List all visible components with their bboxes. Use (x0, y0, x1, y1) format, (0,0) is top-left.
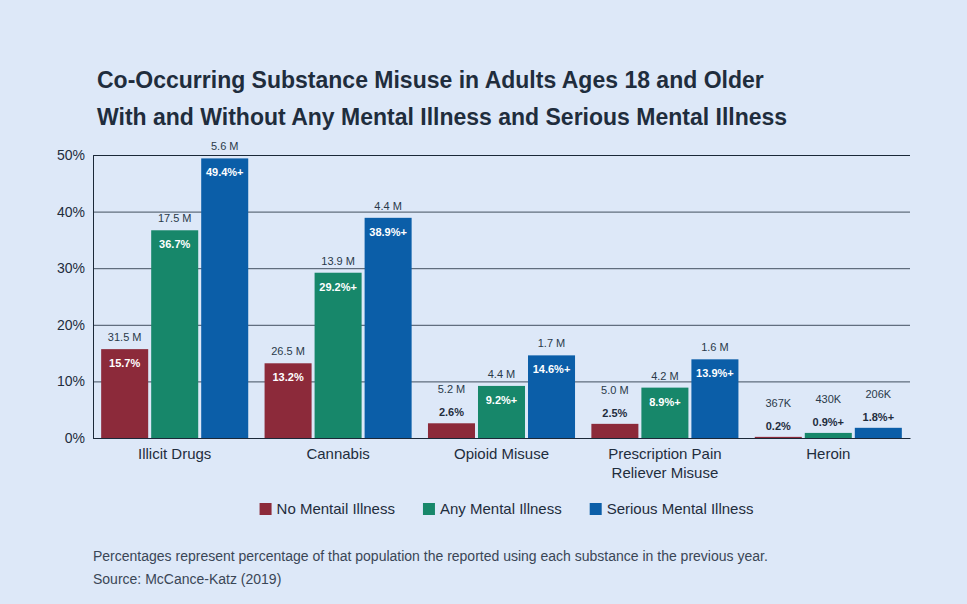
background (0, 0, 967, 604)
grid-line (93, 155, 910, 156)
y-axis-line (94, 156, 911, 439)
value-label: 14.6%+ (533, 363, 571, 375)
count-label: 1.7 M (538, 337, 566, 349)
y-tick-label: 20% (57, 317, 85, 333)
value-label: 1.8%+ (863, 411, 895, 423)
x-tick: Illicit Drugs (138, 438, 211, 462)
value-label: 38.9%+ (369, 226, 407, 238)
y-tick-label: 10% (57, 373, 85, 389)
y-tick-label: 40% (57, 204, 85, 220)
data-labels: 15.7% 31.5 M 13.2% 26.5 M 2.6% 5.2 M 2.5% 5.0 M… (108, 140, 894, 431)
value-label: 8.9%+ (649, 396, 681, 408)
count-label: 206K (865, 388, 891, 400)
value-label: 29.2%+ (319, 281, 357, 293)
bar (265, 363, 312, 438)
bar (428, 423, 475, 438)
value-label: 9.2%+ (486, 394, 518, 406)
legend-label: Any Mental Illness (440, 500, 562, 517)
bar (691, 359, 738, 438)
count-label: 4.4 M (488, 368, 516, 380)
count-label: 430K (815, 393, 841, 405)
legend-label: No Mentail Illness (277, 500, 395, 517)
value-label: 13.2% (272, 371, 303, 383)
x-tick-label: Heroin (806, 445, 850, 462)
count-label: 13.9 M (321, 255, 355, 267)
count-label: 31.5 M (108, 331, 142, 343)
bar (201, 158, 248, 438)
bar (755, 437, 802, 438)
x-tick: Opioid Misuse (454, 438, 549, 462)
x-tick-label: Illicit Drugs (138, 445, 211, 462)
source: Source: McCance-Katz (2019) (93, 571, 281, 587)
bar (315, 273, 362, 438)
title: With and Without Any Mental Illness and … (97, 104, 787, 130)
legend-item: Any Mental Illness (423, 500, 562, 517)
value-label: 36.7% (159, 238, 190, 250)
bars (101, 158, 902, 438)
count-label: 26.5 M (271, 345, 305, 357)
legend-swatch (423, 503, 435, 515)
bar (805, 433, 852, 438)
count-label: 5.6 M (211, 140, 239, 152)
x-tick: Heroin (806, 438, 850, 462)
count-label: 1.6 M (701, 341, 729, 353)
bar (641, 388, 688, 438)
x-axis-line (94, 438, 911, 439)
bar (365, 218, 412, 438)
count-label: 367K (765, 397, 791, 409)
y-axis: 0% 10% 20% 30% 40% 50% (57, 147, 910, 446)
count-label: 4.2 M (651, 370, 679, 382)
legend-item: Serious Mental Illness (590, 500, 754, 517)
title: Co-Occurring Substance Misuse in Adults … (97, 67, 764, 93)
value-label: 49.4%+ (206, 166, 244, 178)
value-label: 15.7% (109, 357, 140, 369)
count-label: 5.0 M (601, 384, 629, 396)
x-tick: Cannabis (306, 438, 369, 462)
x-tick-label: Prescription PainReliever Misuse (608, 445, 721, 482)
legend-swatch (590, 503, 602, 515)
y-tick-label: 50% (57, 147, 85, 163)
bar (478, 386, 525, 438)
bar (855, 428, 902, 438)
x-tick-label: Opioid Misuse (454, 445, 549, 462)
value-label: 2.5% (602, 407, 627, 419)
chart: Co-Occurring Substance Misuse in Adults … (0, 0, 967, 604)
legend-swatch (260, 503, 272, 515)
value-label: 0.2% (766, 420, 791, 432)
legend: No Mentail Illness Any Mental Illness Seri… (260, 500, 754, 517)
y-tick-label: 0% (65, 430, 85, 446)
grid-line (93, 438, 910, 439)
bar (528, 355, 575, 438)
bar (591, 424, 638, 438)
value-label: 13.9%+ (696, 367, 734, 379)
count-label: 4.4 M (374, 200, 402, 212)
value-label: 2.6% (439, 406, 464, 418)
x-axis: Illicit Drugs Cannabis Opioid Misuse Prescr… (94, 438, 911, 481)
x-tick-label: Cannabis (306, 445, 369, 462)
count-label: 5.2 M (438, 383, 466, 395)
value-label: 0.9%+ (813, 416, 845, 428)
count-label: 17.5 M (158, 212, 192, 224)
bar (101, 349, 148, 438)
y-tick: 50% (57, 147, 910, 163)
legend-item: No Mentail Illness (260, 500, 395, 517)
bar (151, 230, 198, 438)
note: Percentages represent percentage of that… (93, 548, 768, 564)
y-tick-label: 30% (57, 260, 85, 276)
legend-label: Serious Mental Illness (607, 500, 754, 517)
x-tick: Prescription PainReliever Misuse (608, 438, 721, 481)
